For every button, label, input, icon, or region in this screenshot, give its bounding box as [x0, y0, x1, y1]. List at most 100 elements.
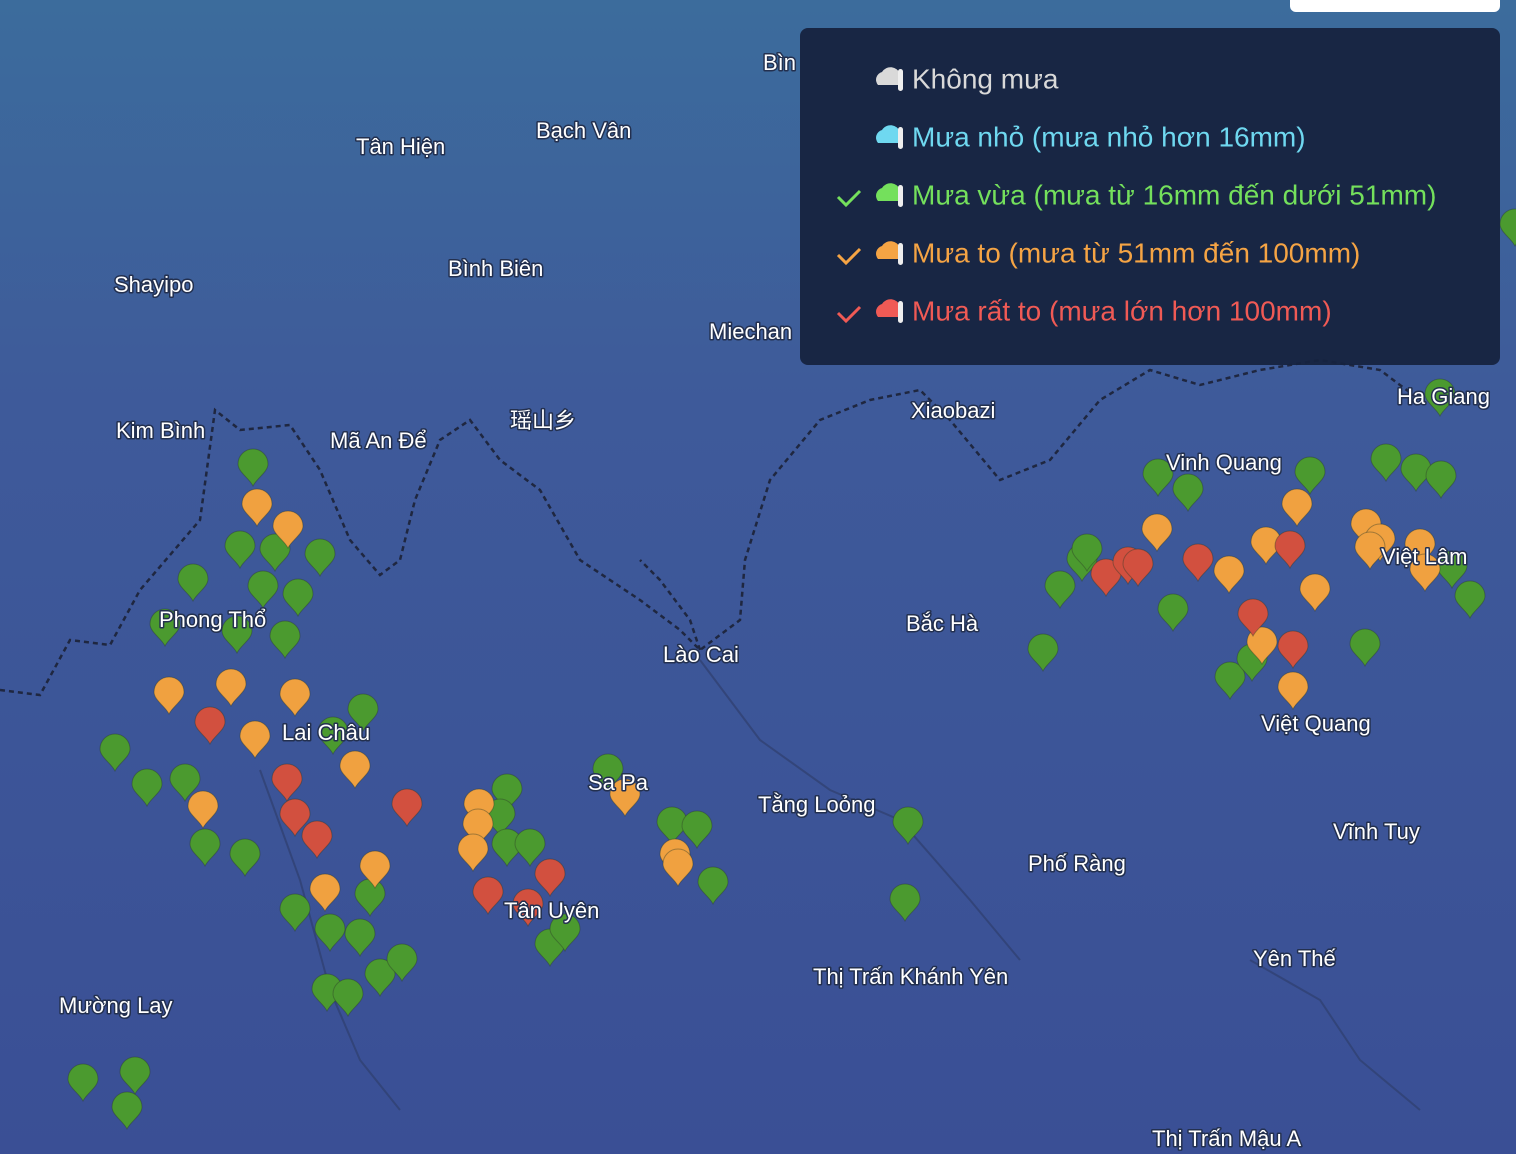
legend-item[interactable]: Mưa nhỏ (mưa nhỏ hơn 16mm) [876, 121, 1306, 152]
marker[interactable] [229, 838, 261, 878]
marker[interactable] [221, 615, 253, 655]
marker[interactable] [1436, 550, 1468, 590]
marker[interactable] [1281, 488, 1313, 528]
marker[interactable] [457, 833, 489, 873]
marker[interactable] [1277, 671, 1309, 711]
marker[interactable] [1349, 628, 1381, 668]
marker[interactable] [269, 620, 301, 660]
marker[interactable] [241, 488, 273, 528]
place-label: Sa Pa [588, 770, 649, 795]
place-label: Bình Biên [448, 256, 543, 281]
marker[interactable] [512, 888, 544, 928]
marker[interactable] [215, 668, 247, 708]
marker[interactable] [697, 866, 729, 906]
marker[interactable] [271, 763, 303, 803]
marker[interactable] [1370, 443, 1402, 483]
marker[interactable] [149, 608, 181, 648]
marker[interactable] [1142, 458, 1174, 498]
marker[interactable] [247, 570, 279, 610]
marker[interactable] [1213, 555, 1245, 595]
marker[interactable] [1027, 633, 1059, 673]
marker[interactable] [549, 913, 581, 953]
marker[interactable] [194, 706, 226, 746]
marker[interactable] [1237, 598, 1269, 638]
marker[interactable] [339, 750, 371, 790]
marker[interactable] [1182, 543, 1214, 583]
marker[interactable] [1090, 558, 1122, 598]
marker[interactable] [1454, 580, 1486, 620]
marker[interactable] [1299, 573, 1331, 613]
marker[interactable] [99, 733, 131, 773]
marker[interactable] [386, 943, 418, 983]
station-markers [67, 208, 1516, 1131]
marker[interactable] [187, 790, 219, 830]
marker[interactable] [239, 720, 271, 760]
marker[interactable] [279, 678, 311, 718]
marker[interactable] [1409, 553, 1441, 593]
marker[interactable] [1294, 456, 1326, 496]
marker[interactable] [119, 1056, 151, 1096]
marker[interactable] [1044, 570, 1076, 610]
legend-item[interactable]: Mưa rất to (mưa lớn hơn 100mm) [836, 295, 1332, 326]
marker[interactable] [304, 538, 336, 578]
marker[interactable] [314, 913, 346, 953]
marker[interactable] [1246, 626, 1278, 666]
marker[interactable] [1141, 513, 1173, 553]
marker[interactable] [272, 510, 304, 550]
marker[interactable] [1354, 531, 1386, 571]
rain-icon [876, 299, 903, 317]
marker[interactable] [301, 820, 333, 860]
marker[interactable] [1425, 460, 1457, 500]
marker[interactable] [472, 876, 504, 916]
marker[interactable] [177, 563, 209, 603]
marker[interactable] [317, 716, 349, 756]
marker[interactable] [67, 1063, 99, 1103]
marker[interactable] [169, 763, 201, 803]
marker[interactable] [491, 773, 523, 813]
marker[interactable] [534, 858, 566, 898]
marker[interactable] [1122, 548, 1154, 588]
marker[interactable] [259, 533, 291, 573]
marker[interactable] [609, 778, 641, 818]
marker[interactable] [332, 978, 364, 1018]
marker[interactable] [1157, 593, 1189, 633]
marker[interactable] [364, 958, 396, 998]
marker[interactable] [1424, 378, 1456, 418]
marker[interactable] [1172, 473, 1204, 513]
marker[interactable] [463, 788, 495, 828]
marker[interactable] [279, 893, 311, 933]
marker[interactable] [889, 883, 921, 923]
marker[interactable] [224, 530, 256, 570]
marker[interactable] [282, 578, 314, 618]
marker[interactable] [514, 828, 546, 868]
marker[interactable] [237, 448, 269, 488]
marker[interactable] [1277, 630, 1309, 670]
marker[interactable] [359, 850, 391, 890]
marker[interactable] [189, 828, 221, 868]
marker[interactable] [592, 753, 624, 793]
legend-item[interactable]: Không mưa [876, 63, 1059, 94]
marker[interactable] [1274, 530, 1306, 570]
legend-item[interactable]: Mưa vừa (mưa từ 16mm đến dưới 51mm) [836, 179, 1436, 210]
marker[interactable] [344, 918, 376, 958]
place-label: Vinh Quang [1166, 450, 1282, 475]
legend-item[interactable]: Mưa to (mưa từ 51mm đến 100mm) [836, 237, 1360, 268]
marker[interactable] [309, 873, 341, 913]
marker[interactable] [1071, 533, 1103, 573]
place-label: Bắc Hà [906, 611, 979, 636]
marker[interactable] [153, 676, 185, 716]
marker[interactable] [391, 788, 423, 828]
marker[interactable] [662, 848, 694, 888]
search-box[interactable] [1290, 0, 1500, 12]
marker[interactable] [1499, 208, 1516, 248]
marker[interactable] [1214, 661, 1246, 701]
marker[interactable] [681, 810, 713, 850]
marker[interactable] [462, 808, 494, 848]
marker[interactable] [347, 693, 379, 733]
thermometer-icon [898, 127, 903, 149]
marker[interactable] [892, 806, 924, 846]
marker[interactable] [1404, 528, 1436, 568]
marker[interactable] [131, 768, 163, 808]
marker[interactable] [279, 798, 311, 838]
marker[interactable] [111, 1091, 143, 1131]
